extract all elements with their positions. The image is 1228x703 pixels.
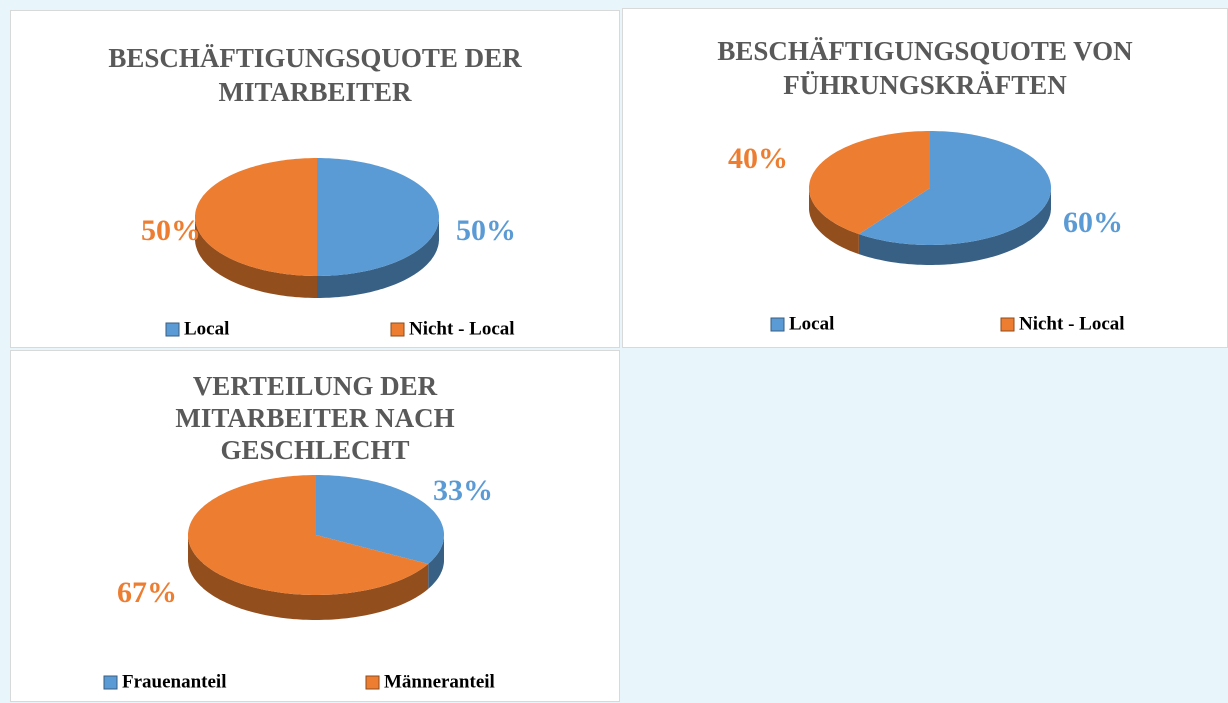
data-label: 67% (117, 576, 177, 609)
slice (188, 475, 429, 595)
legend-label: Nicht - Local (1019, 313, 1125, 334)
legend-label: Local (184, 318, 229, 339)
legend-swatch (165, 322, 180, 337)
slice-side (188, 535, 429, 620)
chart-panel: BESCHÄFTIGUNGSQUOTE VON FÜHRUNGSKRÄFTEN … (622, 8, 1228, 348)
chart-title: BESCHÄFTIGUNGSQUOTE VON FÜHRUNGSKRÄFTEN (717, 36, 1133, 100)
legend-swatch (103, 675, 118, 690)
chart: 50% 50% Local Nicht - Local (141, 158, 516, 339)
data-label: 33% (433, 474, 493, 507)
slice (809, 131, 930, 235)
chart-panel: VERTEILUNG DER MITARBEITER NACH GESCHLEC… (10, 350, 620, 702)
data-label: 60% (1063, 206, 1123, 239)
legend-label: Frauenanteil (122, 671, 227, 692)
slice (858, 131, 1051, 245)
chart-title: VERTEILUNG DER MITARBEITER NACH GESCHLEC… (175, 371, 455, 465)
slice (195, 158, 317, 276)
legend-swatch (1000, 317, 1015, 332)
slice (317, 158, 439, 276)
legend-swatch (770, 317, 785, 332)
slice-side (858, 188, 1051, 265)
slice (316, 475, 444, 564)
legend-swatch (390, 322, 405, 337)
legend-label: Männeranteil (384, 671, 495, 692)
legend-label: Local (789, 313, 834, 334)
slice-side (809, 188, 859, 255)
chart-panel: BESCHÄFTIGUNGSQUOTE DER MITARBEITER 50% 5… (10, 10, 620, 348)
data-label: 50% (456, 214, 516, 247)
chart: 33% 67% Frauenanteil Männeranteil (103, 474, 495, 692)
legend-swatch (365, 675, 380, 690)
chart-title: BESCHÄFTIGUNGSQUOTE DER MITARBEITER (108, 43, 522, 107)
data-label: 50% (141, 214, 201, 247)
legend-label: Nicht - Local (409, 318, 515, 339)
data-label: 40% (728, 142, 788, 175)
slice-side (317, 217, 439, 298)
slice-side (195, 217, 317, 298)
chart: 60% 40% Local Nicht - Local (728, 131, 1125, 334)
slice-side (428, 535, 444, 589)
